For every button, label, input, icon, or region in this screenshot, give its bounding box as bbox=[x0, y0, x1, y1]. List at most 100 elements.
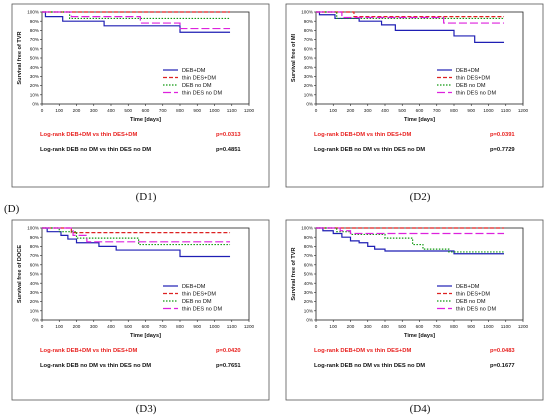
stat-value: p=0.4851 bbox=[216, 147, 241, 153]
legend-entry: DEB+DM bbox=[456, 284, 480, 290]
x-tick-label: 400 bbox=[107, 324, 115, 329]
legend-entry: thin DES no DM bbox=[456, 307, 496, 313]
x-tick-label: 800 bbox=[176, 324, 184, 329]
x-tick-label: 300 bbox=[364, 324, 372, 329]
y-tick-label: 70% bbox=[304, 253, 313, 258]
series-line bbox=[42, 227, 231, 243]
panel-caption: (D1) bbox=[136, 191, 157, 203]
y-tick-label: 100% bbox=[27, 10, 39, 15]
legend-entry: thin DES+DM bbox=[182, 76, 216, 82]
x-tick-label: 1100 bbox=[501, 324, 511, 329]
stat-label: Log-rank DEB+DM vs thin DES+DM bbox=[314, 348, 411, 354]
x-tick-label: 600 bbox=[142, 108, 150, 113]
panel-frame bbox=[285, 219, 544, 401]
x-axis-label: Time [days] bbox=[130, 117, 161, 123]
x-tick-label: 1000 bbox=[483, 108, 494, 113]
stat-label: Log-rank DEB+DM vs thin DES+DM bbox=[314, 132, 411, 138]
stat-value: p=0.7651 bbox=[216, 363, 241, 369]
y-tick-label: 50% bbox=[304, 272, 313, 277]
y-tick-label: 10% bbox=[304, 308, 313, 313]
series-line bbox=[42, 11, 231, 30]
x-tick-label: 800 bbox=[450, 108, 458, 113]
y-tick-label: 10% bbox=[30, 92, 39, 97]
x-tick-label: 1200 bbox=[244, 324, 255, 329]
panel-frame bbox=[11, 3, 270, 188]
x-tick-label: 500 bbox=[398, 324, 406, 329]
stat-label: Log-rank DEB no DM vs thin DES no DM bbox=[314, 363, 425, 369]
x-tick-label: 300 bbox=[90, 108, 98, 113]
y-tick-label: 80% bbox=[30, 244, 39, 249]
legend-entry: thin DES no DM bbox=[456, 91, 496, 97]
panel-3: 0% 10% 20% 30% 40% 50% 60% 70% 80% 90% 100% 0 100 200… bbox=[11, 219, 270, 401]
y-tick-label: 70% bbox=[30, 253, 39, 258]
y-tick-label: 30% bbox=[30, 290, 39, 295]
x-tick-label: 800 bbox=[176, 108, 184, 113]
y-tick-label: 80% bbox=[304, 28, 313, 33]
x-tick-label: 900 bbox=[193, 324, 201, 329]
x-tick-label: 500 bbox=[398, 108, 406, 113]
x-tick-label: 1200 bbox=[518, 324, 529, 329]
y-tick-label: 90% bbox=[30, 19, 39, 24]
x-tick-label: 200 bbox=[347, 324, 355, 329]
y-tick-label: 50% bbox=[30, 56, 39, 61]
legend-entry: DEB+DM bbox=[182, 68, 206, 74]
y-tick-label: 40% bbox=[304, 65, 313, 70]
x-tick-label: 100 bbox=[329, 324, 337, 329]
legend-entry: thin DES no DM bbox=[182, 91, 222, 97]
x-tick-label: 1100 bbox=[501, 108, 511, 113]
y-tick-label: 20% bbox=[30, 83, 39, 88]
y-tick-label: 50% bbox=[30, 272, 39, 277]
y-tick-label: 60% bbox=[30, 262, 39, 267]
y-tick-label: 0% bbox=[32, 318, 39, 323]
y-tick-label: 60% bbox=[30, 46, 39, 51]
legend-entry: DEB no DM bbox=[182, 299, 212, 305]
x-tick-label: 700 bbox=[159, 324, 167, 329]
x-axis-label: Time [days] bbox=[130, 333, 161, 339]
x-tick-label: 600 bbox=[142, 324, 150, 329]
x-tick-label: 0 bbox=[41, 108, 44, 113]
y-tick-label: 30% bbox=[304, 290, 313, 295]
x-tick-label: 300 bbox=[364, 108, 372, 113]
x-tick-label: 900 bbox=[467, 108, 475, 113]
series-line bbox=[316, 11, 505, 24]
x-axis-label: Time [days] bbox=[404, 333, 435, 339]
x-tick-label: 500 bbox=[124, 324, 132, 329]
x-tick-label: 600 bbox=[416, 108, 424, 113]
y-tick-label: 90% bbox=[304, 19, 313, 24]
x-tick-label: 400 bbox=[107, 108, 115, 113]
stat-value: p=0.0420 bbox=[216, 348, 241, 354]
y-tick-label: 10% bbox=[304, 92, 313, 97]
x-tick-label: 400 bbox=[381, 324, 389, 329]
x-axis-label: Time [days] bbox=[404, 117, 435, 123]
y-axis-label: Survival free of TVR bbox=[291, 247, 297, 300]
x-tick-label: 400 bbox=[381, 108, 389, 113]
y-tick-label: 90% bbox=[30, 235, 39, 240]
x-tick-label: 0 bbox=[41, 324, 44, 329]
stat-label: Log-rank DEB no DM vs thin DES no DM bbox=[314, 147, 425, 153]
x-tick-label: 900 bbox=[467, 324, 475, 329]
legend-entry: DEB no DM bbox=[456, 299, 486, 305]
stat-value: p=0.7729 bbox=[490, 147, 515, 153]
y-tick-label: 100% bbox=[27, 226, 39, 231]
x-tick-label: 1100 bbox=[227, 108, 237, 113]
x-tick-label: 1000 bbox=[209, 324, 220, 329]
panel-frame bbox=[285, 3, 544, 188]
legend-entry: DEB no DM bbox=[182, 83, 212, 89]
stat-label: Log-rank DEB no DM vs thin DES no DM bbox=[40, 147, 151, 153]
panel-4: 0% 10% 20% 30% 40% 50% 60% 70% 80% 90% 100% 0 100 200… bbox=[285, 219, 544, 401]
legend-entry: thin DES+DM bbox=[182, 292, 216, 298]
legend-entry: thin DES+DM bbox=[456, 292, 490, 298]
y-tick-label: 100% bbox=[301, 226, 313, 231]
y-axis-label: Survival free of DOCE bbox=[17, 245, 23, 303]
x-tick-label: 100 bbox=[55, 108, 63, 113]
stat-label: Log-rank DEB+DM vs thin DES+DM bbox=[40, 348, 137, 354]
panel-caption: (D4) bbox=[410, 403, 431, 415]
y-tick-label: 70% bbox=[304, 37, 313, 42]
y-tick-label: 20% bbox=[304, 299, 313, 304]
y-tick-label: 40% bbox=[30, 281, 39, 286]
x-tick-label: 0 bbox=[315, 324, 318, 329]
x-tick-label: 100 bbox=[329, 108, 337, 113]
y-tick-label: 30% bbox=[304, 74, 313, 79]
x-tick-label: 700 bbox=[433, 324, 441, 329]
